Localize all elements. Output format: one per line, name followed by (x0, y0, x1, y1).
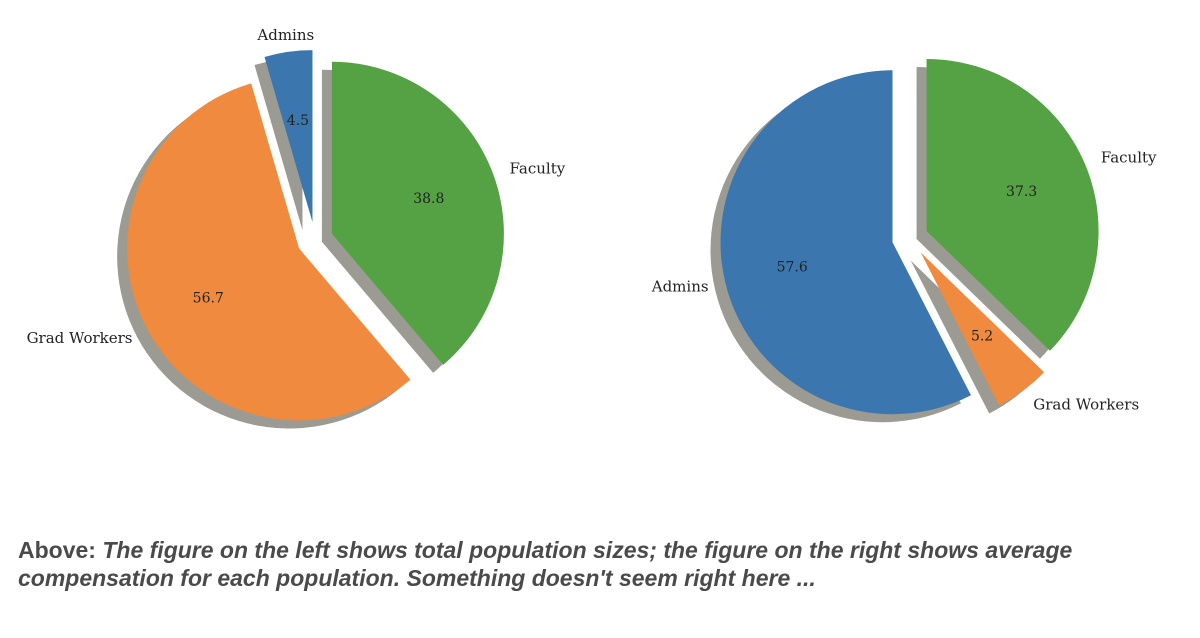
slice-value-grad-workers: 56.7 (193, 290, 224, 306)
slice-label-admins: Admins (256, 26, 314, 44)
slice-faculty (331, 61, 504, 365)
slice-admins (720, 70, 971, 415)
pie-charts: 38.8 Faculty 56.7 Grad Workers 4.5 Admins 37.… (27, 26, 1157, 429)
slice-faculty (926, 58, 1099, 351)
pie-chart-population: 38.8 Faculty 56.7 Grad Workers 4.5 Admins (27, 26, 566, 429)
slice-value-admins: 57.6 (777, 259, 808, 275)
slice-label-grad-workers: Grad Workers (1033, 396, 1139, 414)
slice-grad-workers (127, 83, 411, 421)
slice-value-admins: 4.5 (287, 113, 309, 129)
figure-caption: Above: The figure on the left shows tota… (18, 536, 1178, 592)
slice-label-admins: Admins (651, 278, 709, 296)
caption-lead: Above (18, 537, 89, 563)
slice-label-grad-workers: Grad Workers (27, 329, 133, 347)
pie-chart-compensation: 37.3 Faculty 5.2 Grad Workers 57.6 Admins (651, 58, 1157, 423)
caption-body: The figure on the left shows total popul… (18, 537, 1073, 591)
slice-value-faculty: 37.3 (1006, 184, 1037, 200)
caption-separator: : (88, 537, 103, 563)
slice-value-faculty: 38.8 (413, 191, 444, 207)
slice-label-faculty: Faculty (510, 160, 566, 178)
slice-grad-workers (920, 252, 1045, 406)
slice-value-grad-workers: 5.2 (971, 328, 993, 344)
slice-admins (264, 50, 313, 223)
slice-label-faculty: Faculty (1101, 148, 1157, 166)
